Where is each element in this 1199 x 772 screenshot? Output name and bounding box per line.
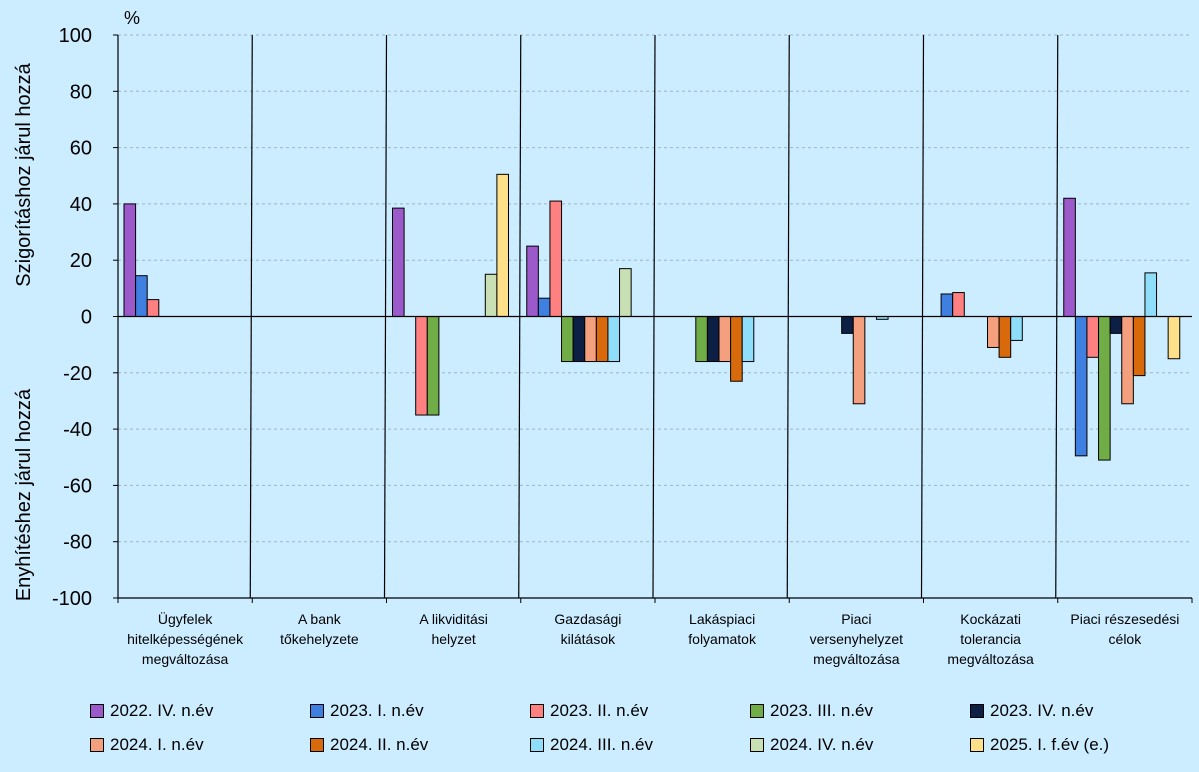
legend-label: 2025. I. f.év (e.)	[990, 735, 1110, 754]
category-labels: Ügyfelek hitelképességének megváltozása A b…	[127, 610, 1179, 667]
y-tick-label: 0	[81, 307, 92, 329]
bar	[987, 316, 1000, 348]
legend-item: 2022. IV. n.év	[90, 700, 310, 722]
bar	[146, 299, 160, 317]
legend-label: 2023. IV. n.év	[990, 701, 1094, 720]
bar	[741, 316, 755, 363]
bar	[952, 292, 965, 318]
bar	[718, 316, 732, 363]
bar	[619, 268, 632, 317]
category-label: A likviditási helyzet	[419, 611, 487, 647]
legend-label: 2023. II. n.év	[550, 701, 649, 720]
axes	[117, 35, 1193, 603]
legend: 2022. IV. n.év 2023. I. n.év 2023. II. n.é…	[90, 700, 1190, 756]
bar	[1086, 316, 1100, 358]
legend-swatch	[530, 704, 544, 718]
legend-item: 2023. I. n.év	[310, 700, 530, 722]
bar	[561, 316, 574, 363]
bar	[607, 316, 621, 363]
legend-item: 2024. II. n.év	[310, 734, 530, 756]
bar	[940, 293, 954, 318]
y-tick-label: 60	[70, 138, 92, 160]
bar	[852, 316, 866, 405]
legend-item: 2025. I. f.év (e.)	[970, 734, 1190, 756]
bar	[526, 245, 539, 317]
category-label: Ügyfelek hitelképességének megváltozása	[127, 610, 244, 667]
bar	[484, 273, 498, 317]
legend-item: 2023. III. n.év	[750, 700, 970, 722]
legend-item: 2023. IV. n.év	[970, 700, 1190, 722]
y-tick-label: 100	[59, 25, 92, 47]
bar	[1010, 316, 1023, 341]
legend-label: 2024. I. n.év	[110, 735, 204, 754]
bar	[998, 316, 1012, 358]
legend-item: 2023. II. n.év	[530, 700, 750, 722]
category-label: Piaci versenyhelyzet megváltozása	[810, 611, 903, 667]
category-label: Lakáspiaci folyamatok	[688, 611, 757, 647]
bar	[549, 200, 563, 318]
bar	[1121, 316, 1134, 405]
legend-swatch	[970, 738, 984, 752]
bar	[537, 297, 551, 318]
bar	[706, 316, 720, 363]
legend-item: 2024. I. n.év	[90, 734, 310, 756]
bar	[1109, 316, 1123, 334]
legend-label: 2022. IV. n.év	[110, 701, 214, 720]
bar	[1074, 316, 1088, 457]
y-tick-label: -80	[63, 532, 92, 554]
legend-swatch	[90, 738, 104, 752]
legend-swatch	[90, 704, 104, 718]
legend-swatch	[530, 738, 544, 752]
bars	[123, 173, 1181, 461]
y-tick-label: -100	[52, 588, 92, 610]
y-tick-labels: -100 -80 -60 -40 -20 0 20 40 60 80 100	[52, 25, 92, 610]
legend-label: 2023. III. n.év	[770, 701, 874, 720]
category-label: Kockázati tolerancia megváltozása	[947, 611, 1034, 667]
y-axis-label-top: Szigorításhoz járul hozzá	[13, 62, 35, 286]
legend-label: 2024. II. n.év	[330, 735, 429, 754]
bar	[392, 207, 405, 317]
bar	[1063, 197, 1076, 318]
legend-swatch	[750, 704, 764, 718]
bar	[415, 316, 428, 416]
legend-swatch	[750, 738, 764, 752]
bar	[572, 316, 586, 363]
legend-label: 2024. III. n.év	[550, 735, 654, 754]
bar	[123, 203, 137, 317]
legend-swatch	[970, 704, 984, 718]
y-tick-label: 20	[70, 250, 92, 272]
legend-item: 2024. IV. n.év	[750, 734, 970, 756]
unit-label: %	[124, 8, 140, 28]
bar	[695, 316, 708, 363]
legend-label: 2024. IV. n.év	[770, 735, 874, 754]
legend-item: 2024. III. n.év	[530, 734, 750, 756]
y-tick-label: 40	[70, 194, 92, 216]
bar	[1098, 316, 1111, 461]
category-label: Piaci részesedési célok	[1070, 611, 1179, 647]
bar	[135, 275, 148, 317]
bar	[841, 316, 854, 334]
y-tick-label: -60	[63, 475, 92, 497]
bar	[1167, 316, 1181, 360]
bar	[426, 316, 440, 416]
bar	[496, 173, 509, 317]
bar	[730, 316, 743, 382]
category-label: A bank tőkehelyzete	[280, 611, 359, 647]
bar	[1144, 272, 1158, 317]
bar	[595, 316, 609, 363]
legend-swatch	[310, 704, 324, 718]
category-label: Gazdasági kilátások	[554, 611, 621, 647]
y-axis-label-bottom: Enyhítéshez járul hozzá	[13, 388, 35, 601]
legend-swatch	[310, 738, 324, 752]
legend-label: 2023. I. n.év	[330, 701, 424, 720]
bar	[1132, 316, 1146, 377]
y-tick-label: -20	[63, 363, 92, 385]
y-tick-label: -40	[63, 419, 92, 441]
y-tick-label: 80	[70, 81, 92, 103]
bar	[584, 316, 597, 363]
